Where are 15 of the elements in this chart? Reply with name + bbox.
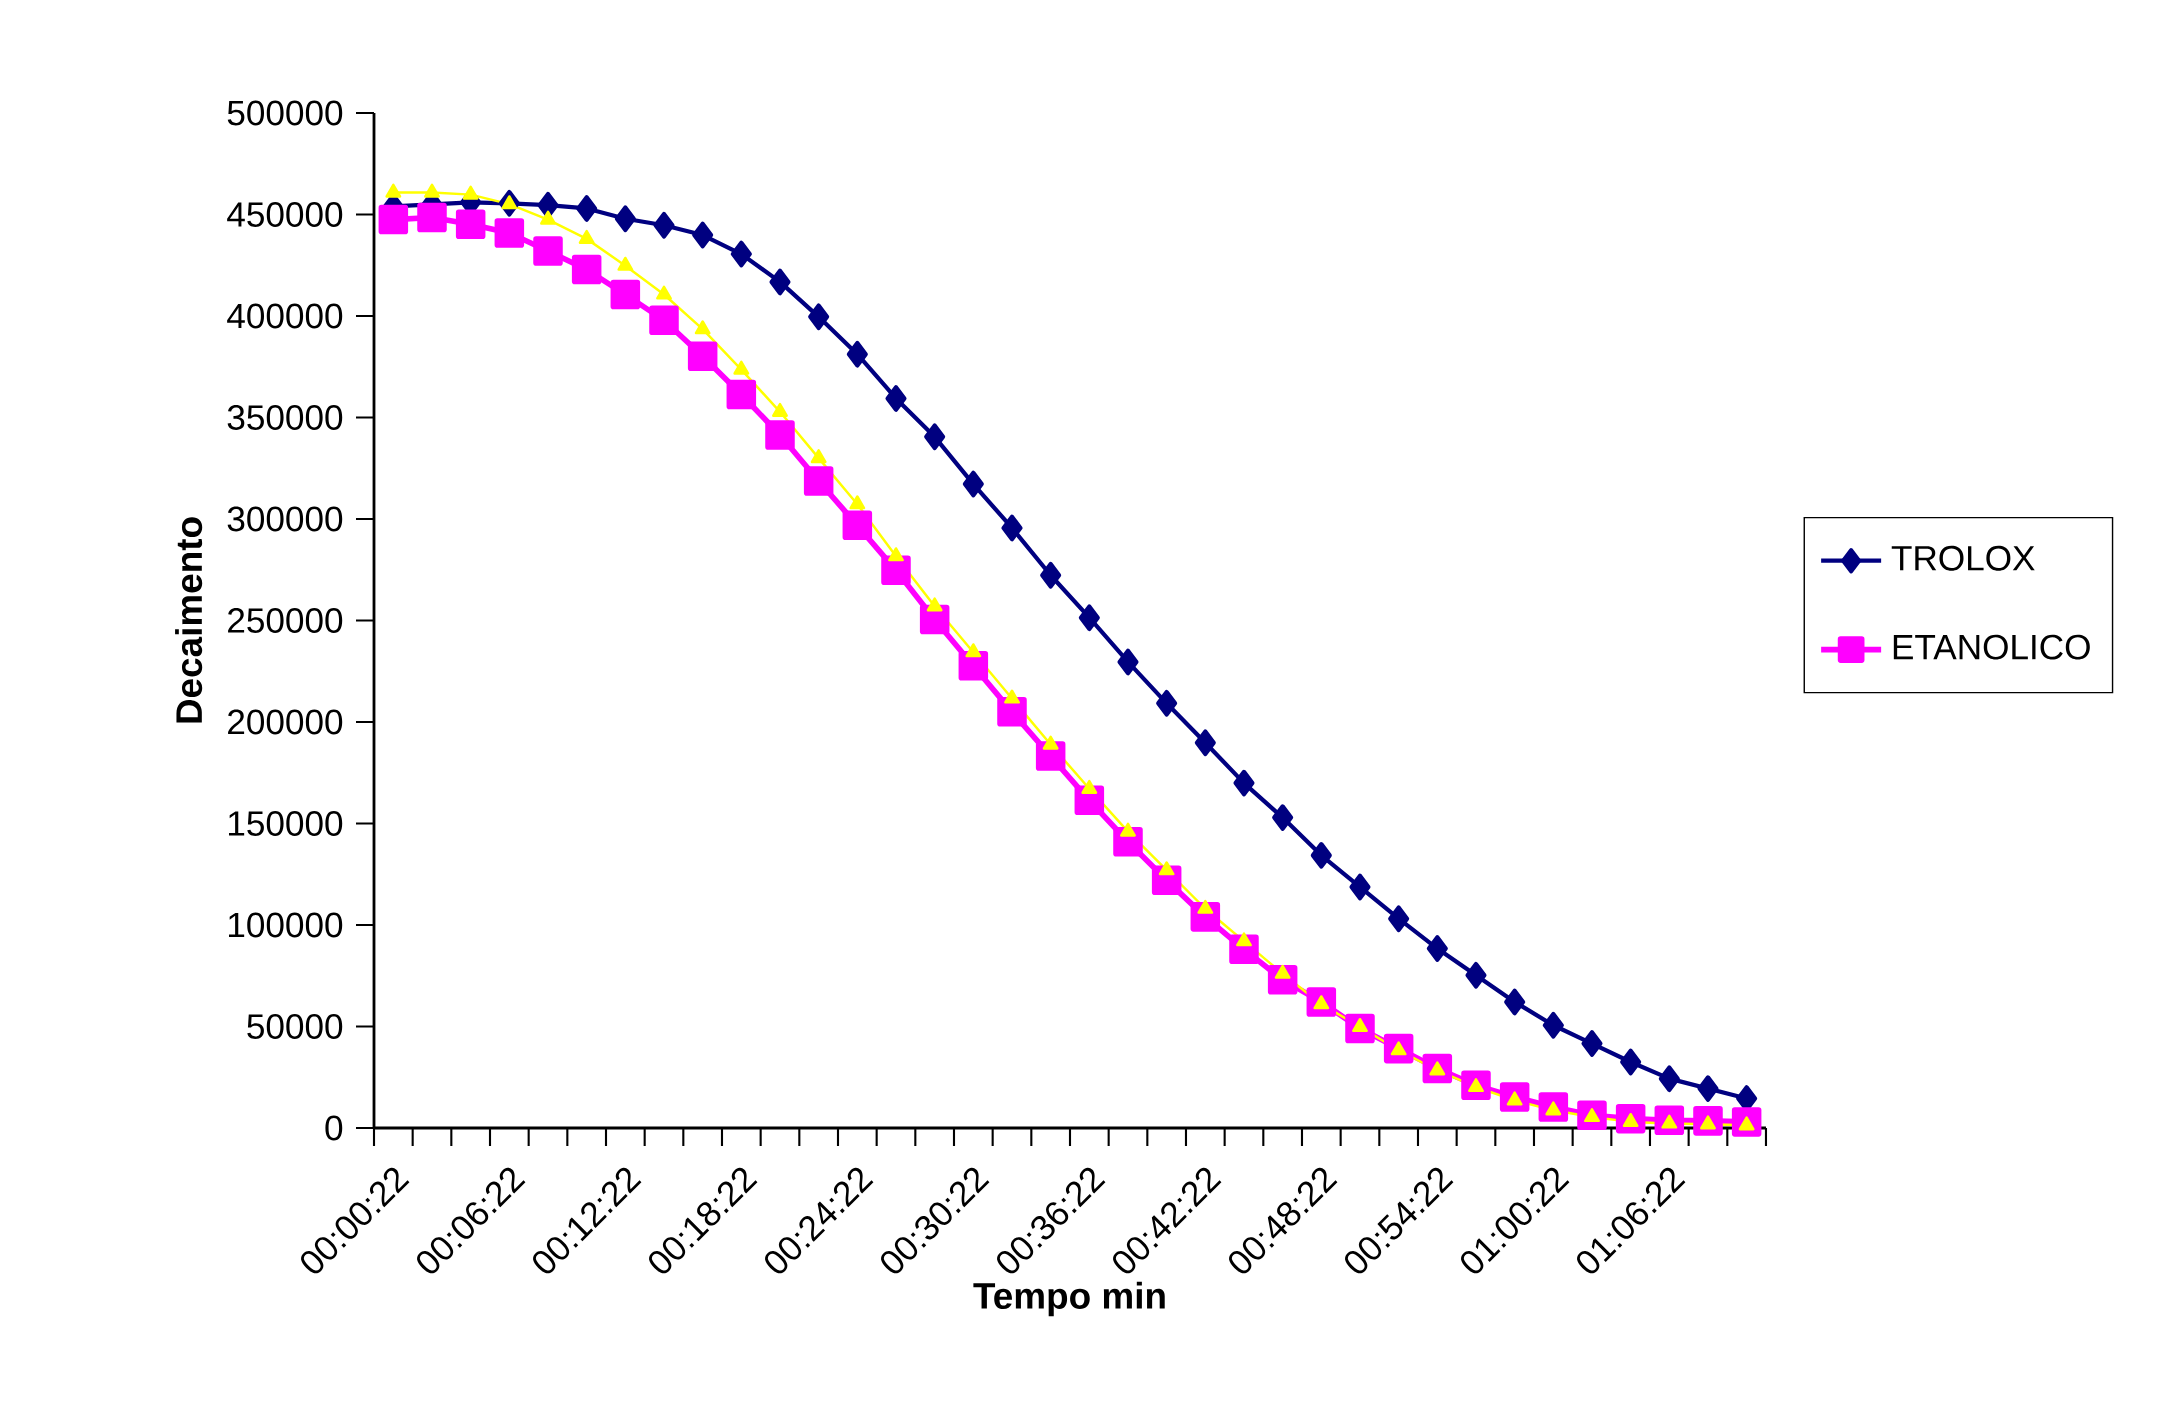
y-tick-label: 150000: [229, 811, 343, 836]
y-axis-title: Decaimento: [175, 517, 203, 723]
legend-label: ETANOLICO: [1893, 634, 2090, 660]
x-axis-title: Tempo min: [973, 1281, 1165, 1317]
y-tick-label: 200000: [228, 709, 343, 735]
y-tick-label: 250000: [228, 608, 343, 633]
y-tick-label: 0: [325, 1115, 343, 1141]
y-tick-label: 500000: [227, 100, 343, 126]
y-tick-label: 50000: [247, 1014, 343, 1039]
y-tick-label: 400000: [227, 303, 343, 329]
y-tick-label: 350000: [227, 405, 343, 430]
legend-label: TROLOX: [1891, 545, 2035, 571]
y-tick-label: 300000: [227, 506, 343, 532]
y-tick-label: 450000: [227, 202, 343, 227]
y-tick-label: 100000: [229, 912, 343, 938]
